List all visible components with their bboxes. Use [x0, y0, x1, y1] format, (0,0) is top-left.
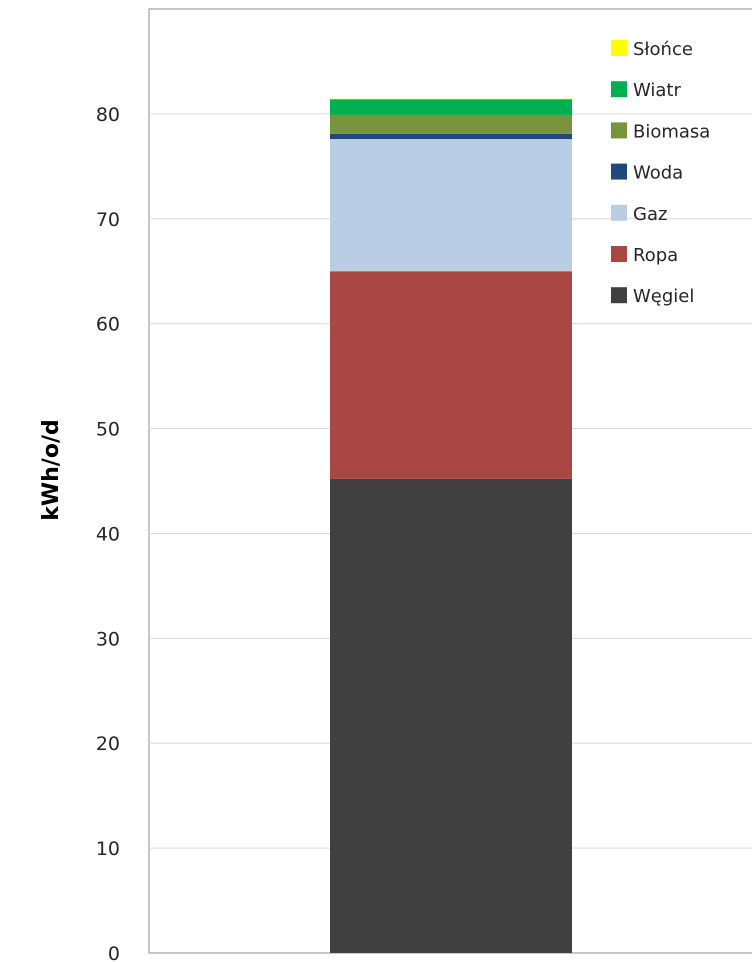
legend-label: Słońce — [633, 39, 693, 60]
bar-segment — [330, 98, 572, 100]
legend-label: Węgiel — [633, 286, 694, 307]
y-axis-ticks: 0 10 20 30 40 50 60 70 80 — [96, 104, 120, 962]
legend-swatch — [611, 287, 627, 304]
legend-swatch — [611, 40, 627, 56]
legend-swatch — [611, 122, 627, 139]
legend-label: Biomasa — [633, 121, 710, 142]
y-tick-label: 10 — [96, 838, 120, 860]
bar-segment — [330, 133, 572, 140]
legend: Słońce Wiatr Biomasa Woda Gaz Ropa Węgiel — [611, 39, 710, 307]
bar-segments — [330, 98, 572, 953]
y-tick-label: 80 — [96, 104, 120, 126]
bar-segment — [330, 271, 572, 479]
y-tick-label: 20 — [96, 733, 120, 755]
y-tick-label: 40 — [96, 523, 120, 545]
legend-label: Wiatr — [633, 80, 681, 101]
y-tick-label: 30 — [96, 628, 120, 650]
bar-segment — [330, 99, 572, 115]
legend-swatch — [611, 163, 627, 180]
legend-swatch — [611, 81, 627, 98]
y-tick-label: 0 — [108, 943, 120, 962]
y-tick-label: 50 — [96, 419, 120, 441]
bar-segment — [330, 139, 572, 272]
bar-segment — [330, 114, 572, 134]
legend-label: Gaz — [633, 204, 667, 225]
y-tick-label: 70 — [96, 209, 120, 231]
legend-label: Woda — [633, 163, 683, 184]
legend-label: Ropa — [633, 245, 678, 266]
bar-segment — [330, 478, 572, 953]
legend-swatch — [611, 246, 627, 262]
legend-swatch — [611, 204, 627, 221]
y-tick-label: 60 — [96, 314, 120, 336]
y-axis-title: kWh/o/d — [39, 419, 64, 521]
